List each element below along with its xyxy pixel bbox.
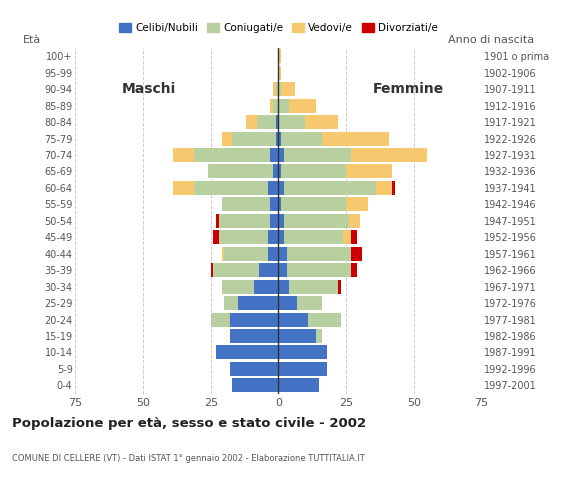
Bar — [278, 49, 281, 63]
Bar — [278, 115, 306, 129]
Bar — [278, 312, 308, 326]
Bar — [276, 82, 278, 96]
Bar — [278, 280, 289, 294]
Bar — [273, 82, 276, 96]
Bar — [224, 296, 238, 310]
Bar — [346, 165, 392, 179]
Bar — [392, 181, 395, 195]
Bar — [270, 98, 273, 113]
Bar — [270, 214, 278, 228]
Bar — [213, 263, 259, 277]
Bar — [278, 197, 281, 211]
Bar — [278, 181, 284, 195]
Bar — [278, 378, 319, 392]
Bar — [351, 247, 362, 261]
Bar — [376, 181, 392, 195]
Bar — [308, 312, 340, 326]
Bar — [276, 132, 278, 145]
Bar — [222, 280, 254, 294]
Bar — [216, 346, 278, 360]
Text: Età: Età — [23, 35, 41, 45]
Bar — [233, 132, 276, 145]
Bar — [267, 247, 278, 261]
Bar — [222, 197, 270, 211]
Bar — [278, 263, 287, 277]
Bar — [349, 214, 360, 228]
Bar — [287, 247, 351, 261]
Bar — [281, 165, 346, 179]
Bar — [278, 362, 327, 376]
Bar — [351, 263, 357, 277]
Bar — [208, 165, 273, 179]
Bar — [222, 132, 233, 145]
Bar — [211, 263, 213, 277]
Bar — [216, 214, 219, 228]
Bar — [267, 230, 278, 244]
Bar — [273, 98, 278, 113]
Bar — [289, 98, 316, 113]
Bar — [278, 82, 281, 96]
Bar — [298, 296, 322, 310]
Bar — [224, 247, 267, 261]
Bar — [278, 98, 289, 113]
Bar — [289, 280, 338, 294]
Bar — [287, 263, 351, 277]
Bar — [351, 148, 427, 162]
Bar — [281, 197, 346, 211]
Bar — [257, 115, 276, 129]
Bar — [278, 214, 284, 228]
Bar — [351, 230, 357, 244]
Bar — [284, 181, 376, 195]
Bar — [246, 115, 257, 129]
Bar — [173, 148, 194, 162]
Text: Maschi: Maschi — [121, 83, 176, 96]
Text: COMUNE DI CELLERE (VT) - Dati ISTAT 1° gennaio 2002 - Elaborazione TUTTITALIA.IT: COMUNE DI CELLERE (VT) - Dati ISTAT 1° g… — [12, 454, 364, 463]
Bar — [254, 280, 278, 294]
Bar — [278, 247, 287, 261]
Bar — [278, 132, 281, 145]
Bar — [259, 263, 278, 277]
Bar — [284, 148, 351, 162]
Bar — [278, 346, 327, 360]
Bar — [219, 230, 267, 244]
Bar — [284, 214, 349, 228]
Text: Femmine: Femmine — [373, 83, 444, 96]
Bar — [270, 197, 278, 211]
Bar — [281, 82, 295, 96]
Bar — [276, 115, 278, 129]
Bar — [278, 296, 298, 310]
Bar — [278, 148, 284, 162]
Bar — [219, 214, 270, 228]
Bar — [278, 66, 281, 80]
Bar — [281, 132, 322, 145]
Bar — [306, 115, 338, 129]
Text: Popolazione per età, sesso e stato civile - 2002: Popolazione per età, sesso e stato civil… — [12, 417, 366, 430]
Bar — [316, 329, 322, 343]
Bar — [211, 312, 230, 326]
Bar — [278, 165, 281, 179]
Text: Anno di nascita: Anno di nascita — [448, 35, 534, 45]
Bar — [230, 312, 278, 326]
Bar — [322, 132, 389, 145]
Legend: Celibi/Nubili, Coniugati/e, Vedovi/e, Divorziati/e: Celibi/Nubili, Coniugati/e, Vedovi/e, Di… — [115, 19, 442, 37]
Bar — [343, 230, 351, 244]
Bar — [230, 362, 278, 376]
Bar — [194, 148, 270, 162]
Bar — [267, 181, 278, 195]
Bar — [284, 230, 343, 244]
Bar — [222, 247, 224, 261]
Bar — [278, 329, 316, 343]
Bar — [194, 181, 267, 195]
Bar — [346, 197, 368, 211]
Bar — [278, 230, 284, 244]
Bar — [338, 280, 340, 294]
Bar — [233, 378, 278, 392]
Bar — [230, 329, 278, 343]
Bar — [270, 148, 278, 162]
Bar — [213, 230, 219, 244]
Bar — [173, 181, 194, 195]
Bar — [273, 165, 278, 179]
Bar — [238, 296, 278, 310]
